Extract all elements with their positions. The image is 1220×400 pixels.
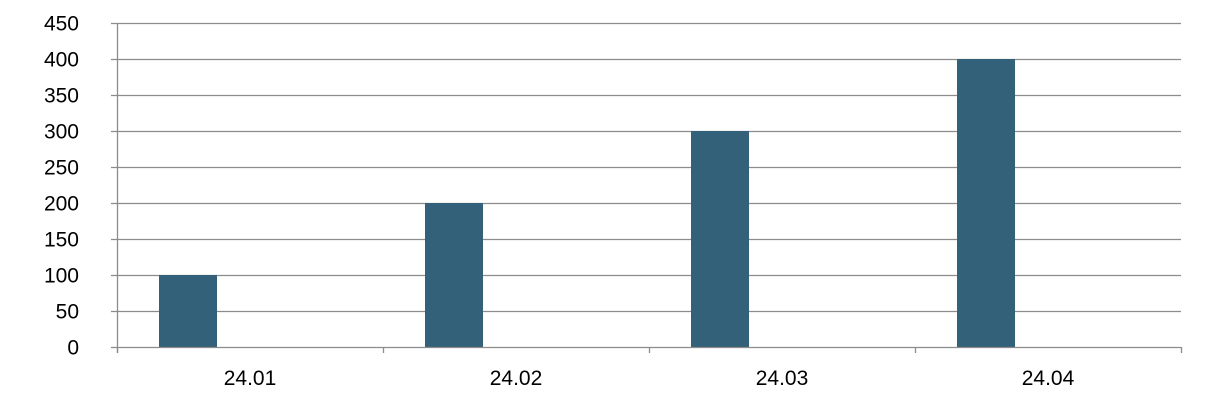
y-tick-label: 100 [44, 265, 79, 288]
y-axis-tick-labels: 0 50 100 150 200 250 300 350 400 450 [44, 13, 79, 360]
bar-24-04 [957, 59, 1015, 347]
y-tick-label: 50 [56, 301, 79, 324]
y-tick-label: 300 [44, 121, 79, 144]
bar-24-02 [425, 203, 483, 347]
x-axis-tick-labels: 24.01 24.02 24.03 24.04 [224, 367, 1075, 390]
y-tick-label: 150 [44, 229, 79, 252]
x-tick-label: 24.01 [224, 367, 277, 390]
bars [159, 59, 1015, 347]
y-tick-label: 350 [44, 85, 79, 108]
y-tick-label: 250 [44, 157, 79, 180]
bar-24-01 [159, 275, 217, 347]
axes [111, 23, 1183, 353]
y-tick-label: 400 [44, 49, 79, 72]
gridlines [111, 22, 1181, 313]
bar-24-03 [691, 131, 749, 347]
x-tick-label: 24.03 [756, 367, 809, 390]
x-tick-label: 24.04 [1022, 367, 1075, 390]
y-tick-label: 0 [67, 337, 79, 360]
y-tick-label: 450 [44, 13, 79, 36]
y-tick-label: 200 [44, 193, 79, 216]
x-tick-label: 24.02 [490, 367, 543, 390]
